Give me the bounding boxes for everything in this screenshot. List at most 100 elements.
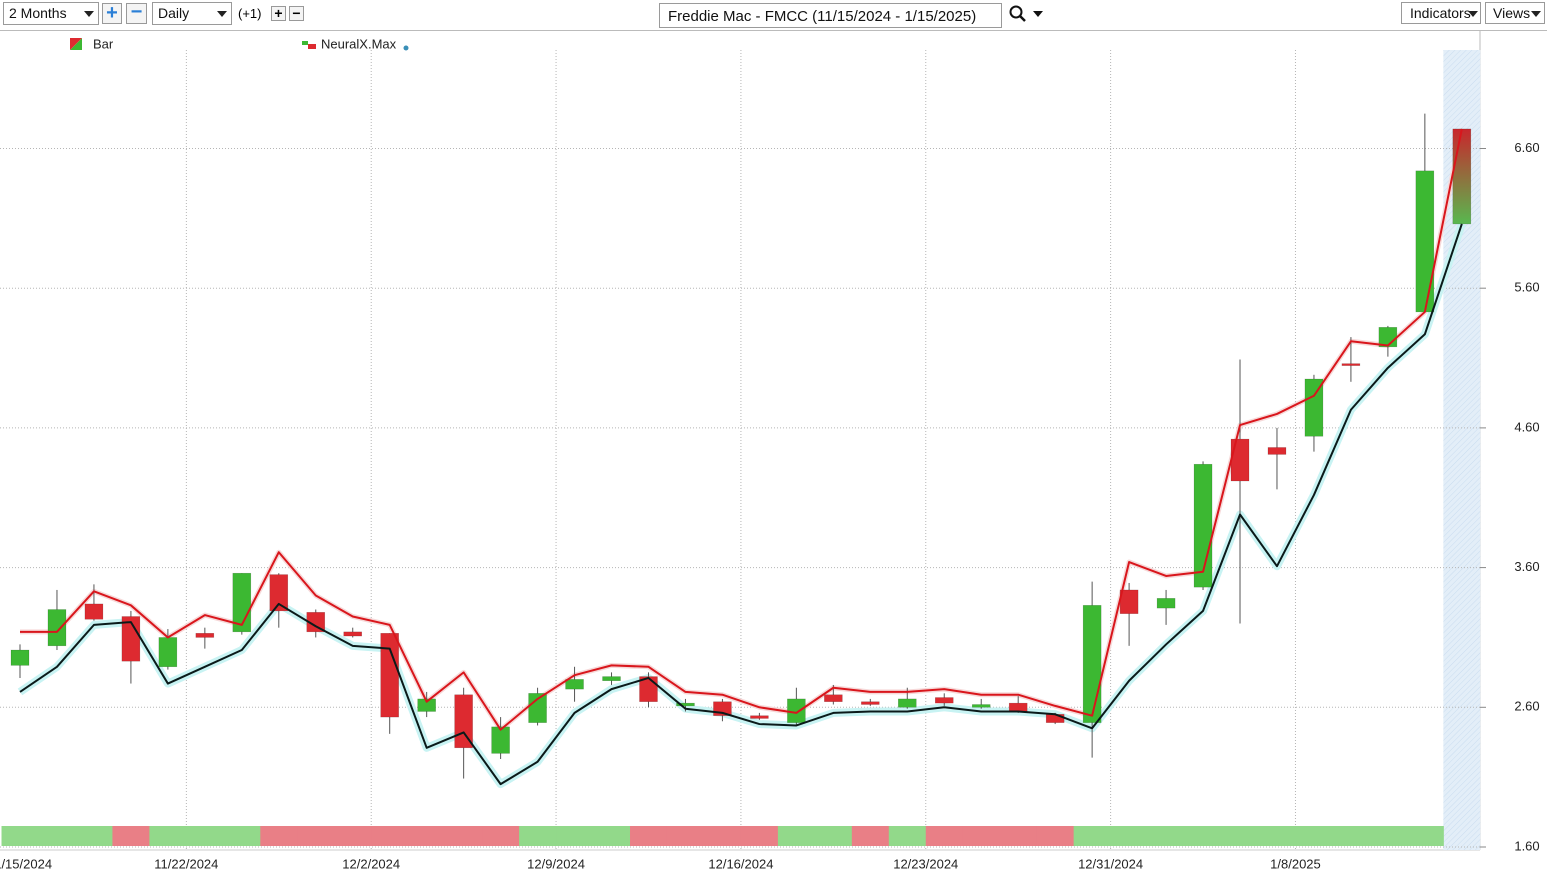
y-tick-label: 1.60 (1514, 838, 1539, 853)
search-icon[interactable] (1006, 2, 1046, 32)
signal-cell (703, 826, 742, 846)
offset-minus[interactable]: − (289, 6, 304, 21)
indicators-button[interactable]: Indicators (1401, 2, 1481, 24)
signal-cell (740, 826, 779, 846)
legend-bar-icon (70, 38, 82, 50)
y-tick-label: 5.60 (1514, 280, 1539, 295)
candle-body (10, 649, 30, 666)
signal-cell (1073, 826, 1112, 846)
x-tick-label: 12/23/2024 (893, 856, 958, 871)
candle-body (1008, 702, 1028, 712)
signal-cell (630, 826, 668, 846)
views-button[interactable]: Views (1485, 2, 1545, 24)
interval-text: Daily (158, 5, 190, 21)
signal-cell (1406, 826, 1444, 846)
candle-body (491, 726, 510, 754)
y-tick-label: 2.60 (1514, 699, 1539, 714)
candle-body (1082, 605, 1102, 723)
signal-cell (334, 826, 372, 846)
zoom-in[interactable]: + (102, 3, 122, 24)
offset: (+1) (238, 6, 262, 21)
x-tick-label: 12/9/2024 (527, 856, 585, 871)
band-lower (19, 223, 1463, 786)
x-tick-label: 11/22/2024 (154, 856, 218, 871)
signal-cell (1184, 826, 1223, 846)
signal-cell (925, 826, 964, 846)
candle-body (971, 704, 991, 708)
zoom-out[interactable]: − (126, 2, 147, 24)
candle-body (861, 701, 880, 705)
candle-body (306, 612, 326, 633)
signal-cell (1, 826, 39, 846)
signal-cell (556, 826, 594, 846)
legend-band-icon (302, 41, 308, 45)
signal-cell (814, 826, 853, 846)
signal-cell (260, 826, 298, 846)
toolbar-border (0, 30, 1547, 31)
candle-body (1045, 714, 1065, 723)
signal-cell (1147, 826, 1186, 846)
signal-cell (371, 826, 409, 846)
signal-cell (666, 826, 705, 846)
band-glow (20, 128, 1465, 733)
interval-select[interactable]: Daily (152, 2, 232, 25)
signal-cell (149, 826, 187, 846)
x-tick-label: 12/2/2024 (342, 856, 400, 871)
signal-cell (851, 826, 890, 846)
signal-cell (1332, 826, 1370, 846)
x-tick-label: 12/16/2024 (708, 856, 773, 871)
candle-body (1267, 447, 1287, 455)
legend-band-icon (308, 44, 316, 49)
signal-cell (38, 826, 76, 846)
views-text: Views (1493, 5, 1531, 21)
signal-cell (1295, 826, 1333, 846)
signal-cell (223, 826, 261, 846)
signal-cell (482, 826, 520, 846)
candle-body (417, 698, 436, 712)
indicators-text: Indicators (1410, 5, 1471, 21)
candle-body (824, 694, 843, 702)
candle-body (1230, 438, 1250, 482)
signal-cell (186, 826, 224, 846)
signal-cell (519, 826, 557, 846)
candle-body (787, 698, 806, 723)
signal-cell (962, 826, 1001, 846)
signal-cell (1110, 826, 1149, 846)
candle-body (195, 633, 215, 638)
chart-title[interactable]: Freddie Mac - FMCC (11/15/2024 - 1/15/20… (659, 3, 1002, 28)
candle-body (565, 679, 584, 690)
candle-body (158, 637, 178, 668)
candle-body (1341, 363, 1361, 366)
candle-body (528, 693, 547, 723)
candle-body (84, 603, 104, 620)
candle-body (1304, 378, 1324, 437)
x-tick-label: 11/15/2024 (0, 856, 52, 871)
y-tick-label: 3.60 (1514, 559, 1539, 574)
candle-body (380, 633, 399, 718)
candle-body (1156, 598, 1176, 609)
legend-band: NeuralX.Max (321, 36, 397, 51)
candle-body (898, 698, 917, 708)
candle-body (676, 702, 695, 707)
candle-body (935, 697, 954, 704)
candle-body (1415, 170, 1435, 313)
range-select[interactable]: 2 Months (3, 2, 99, 25)
signal-cell (888, 826, 927, 846)
signal-cell (75, 826, 113, 846)
offset-plus[interactable]: + (271, 6, 286, 21)
range-text: 2 Months (9, 5, 67, 21)
signal-cell (1221, 826, 1259, 846)
candle-body (602, 676, 621, 682)
signal-cell (999, 826, 1038, 846)
x-tick-label: 12/31/2024 (1078, 856, 1143, 871)
signal-cell (1036, 826, 1075, 846)
signal-cell (593, 826, 631, 846)
candle-body (47, 609, 67, 647)
candle-body (269, 574, 289, 612)
signal-cell (1258, 826, 1296, 846)
signal-cell (1369, 826, 1407, 846)
candle-body (1119, 589, 1139, 614)
signal-cell (408, 826, 446, 846)
signal-cell (112, 826, 150, 846)
